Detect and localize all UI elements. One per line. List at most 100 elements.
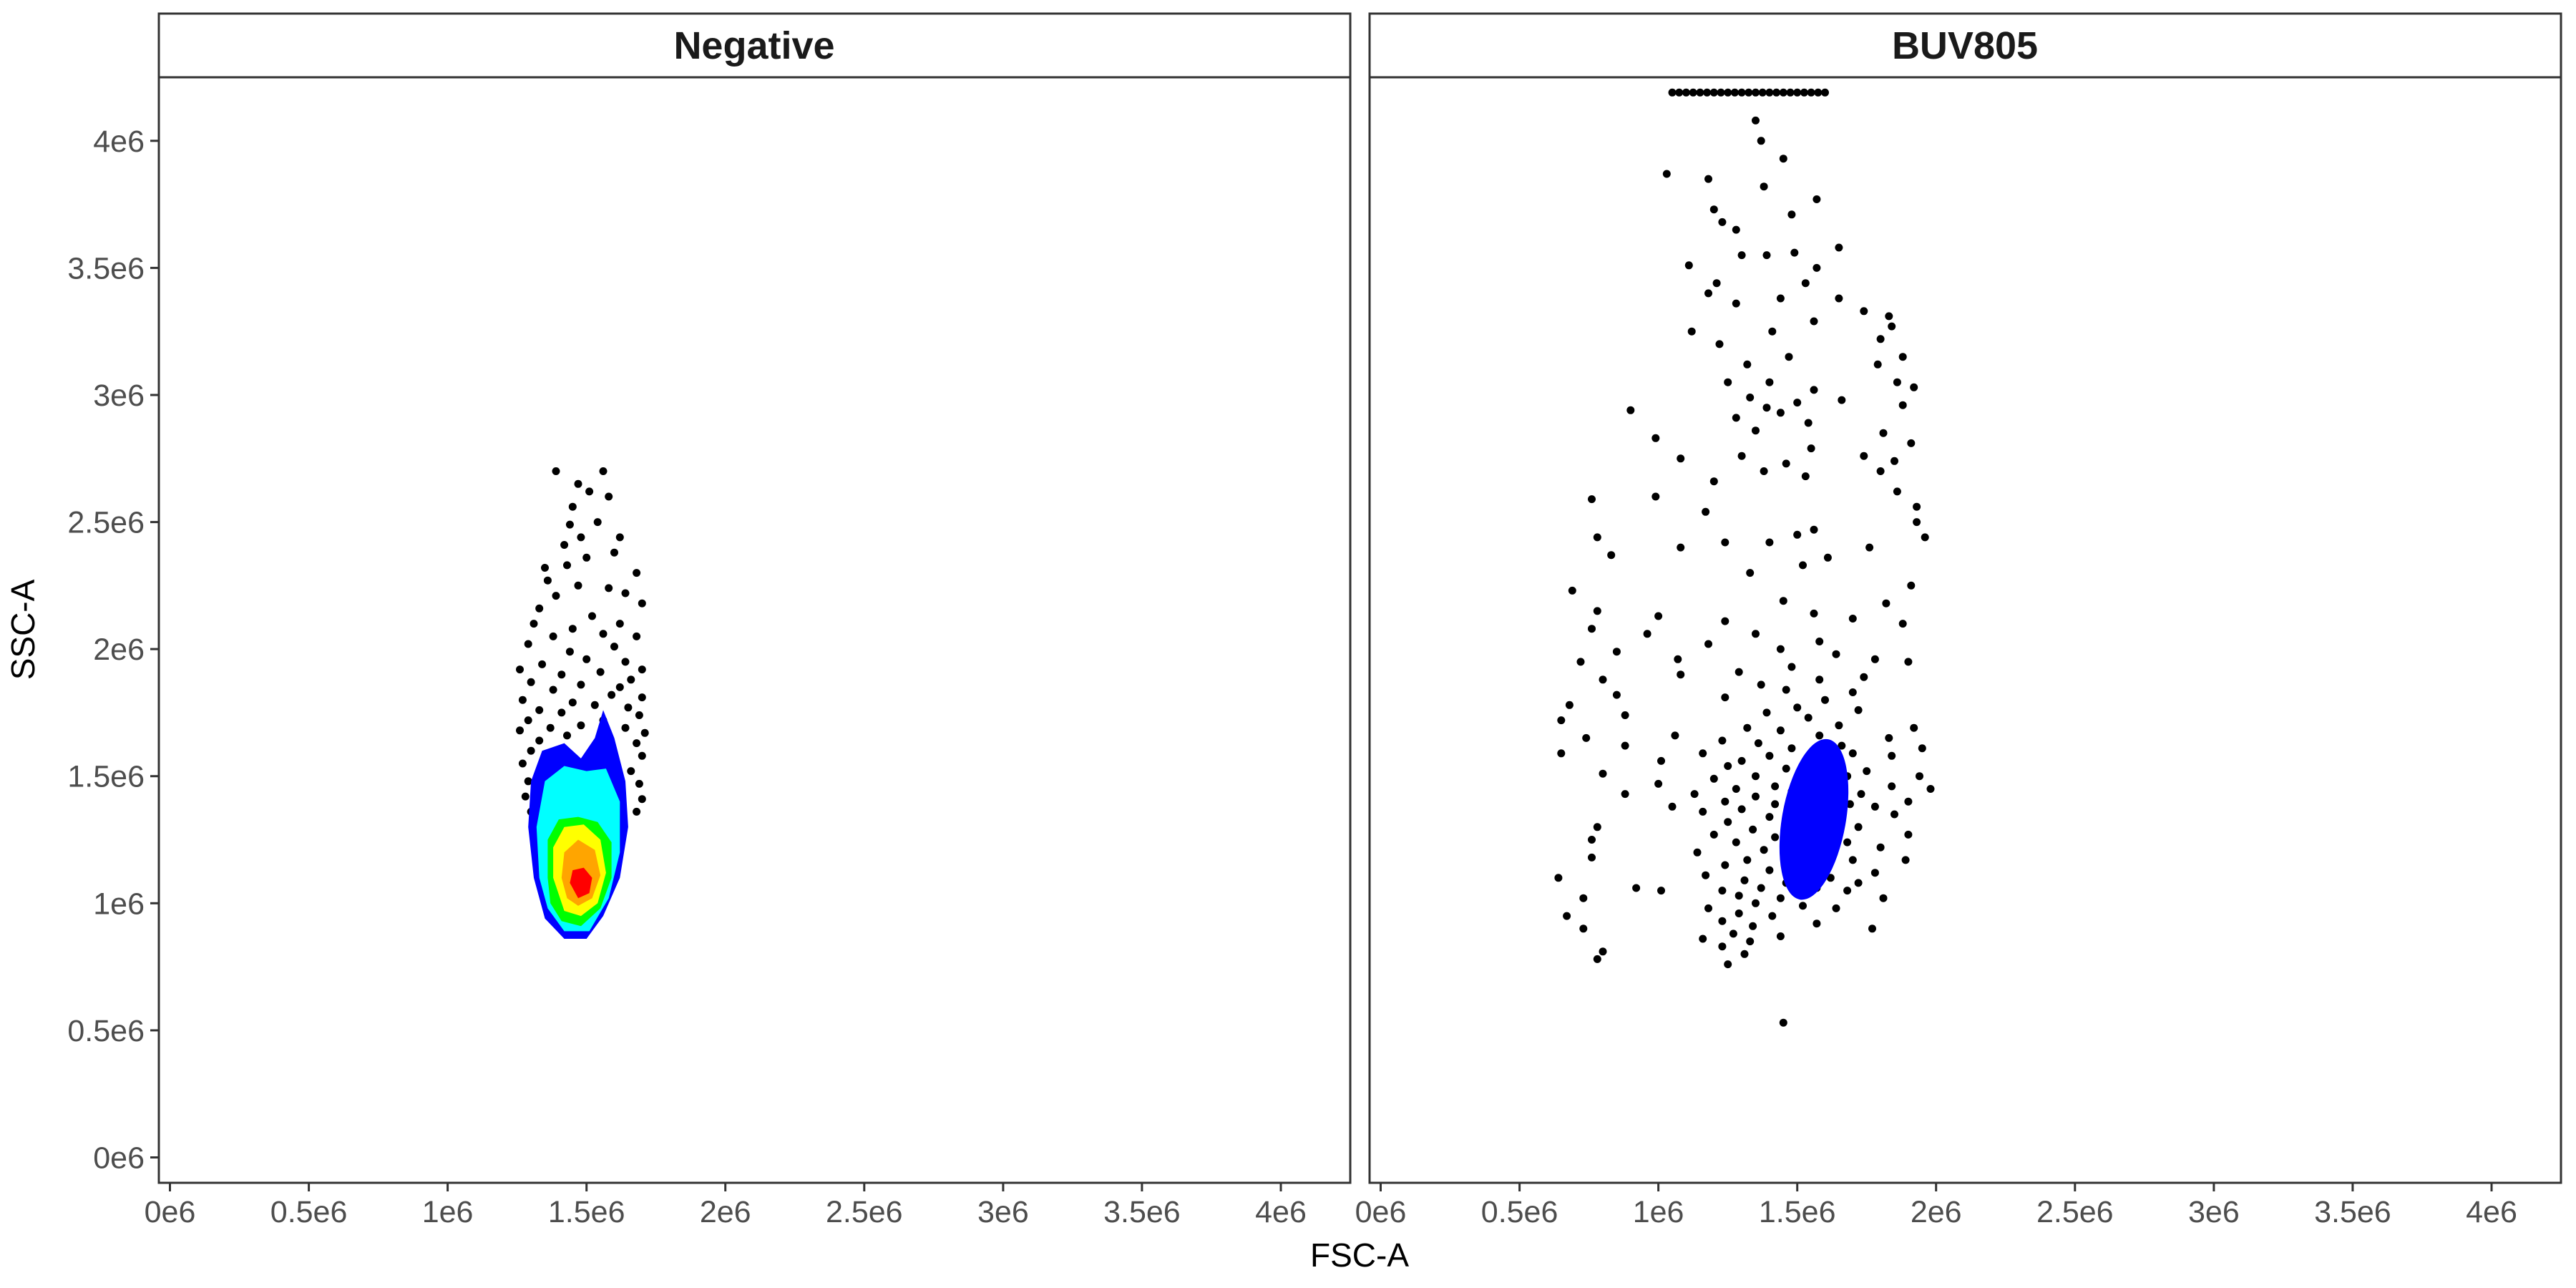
event-point — [538, 660, 547, 668]
x-tick-label: 3.5e6 — [1103, 1195, 1181, 1229]
event-point — [1893, 378, 1901, 386]
x-tick-label: 1.5e6 — [1759, 1195, 1836, 1229]
event-point — [1804, 419, 1813, 427]
x-tick-label: 1e6 — [422, 1195, 474, 1229]
y-tick-label: 2e6 — [93, 633, 145, 667]
event-point — [1765, 751, 1774, 760]
event-point — [543, 576, 552, 585]
event-point — [1799, 561, 1807, 570]
event-point-saturated — [1821, 88, 1829, 97]
event-point — [1621, 790, 1629, 799]
event-point-saturated — [1772, 88, 1781, 97]
event-point — [610, 643, 618, 651]
event-point — [1804, 713, 1813, 722]
event-point — [1737, 452, 1746, 460]
event-point — [1835, 243, 1843, 252]
event-point — [1704, 289, 1712, 298]
x-tick-label: 4e6 — [2466, 1195, 2517, 1229]
event-point — [1776, 409, 1785, 417]
event-point-saturated — [1800, 88, 1808, 97]
event-point — [624, 703, 633, 712]
y-tick-label: 1.5e6 — [67, 760, 145, 794]
event-point — [1910, 723, 1918, 732]
event-point — [1870, 802, 1879, 811]
event-point — [1737, 805, 1746, 814]
event-point — [1807, 444, 1815, 453]
event-point — [1718, 887, 1727, 895]
event-point — [605, 584, 613, 592]
event-point — [1888, 322, 1896, 331]
event-point — [527, 746, 535, 755]
event-point — [1752, 899, 1760, 907]
event-point — [552, 592, 560, 600]
x-tick-label: 0e6 — [1355, 1195, 1407, 1229]
event-point — [615, 620, 624, 628]
event-point — [1876, 467, 1885, 475]
event-point — [1787, 744, 1796, 753]
event-point-saturated — [1682, 88, 1690, 97]
event-point — [1557, 749, 1566, 758]
event-point — [1654, 612, 1663, 620]
event-point — [1815, 638, 1824, 645]
event-point — [1704, 640, 1712, 648]
event-point — [1677, 543, 1685, 552]
event-point — [1721, 617, 1729, 625]
event-point — [549, 632, 557, 640]
event-point — [1813, 919, 1821, 928]
event-point — [1762, 404, 1771, 412]
event-point — [1893, 487, 1901, 496]
event-point-saturated — [1724, 88, 1732, 97]
event-point — [557, 708, 566, 717]
event-point — [518, 696, 527, 704]
event-point — [1801, 472, 1810, 481]
event-point — [1746, 394, 1755, 401]
event-point — [574, 581, 582, 590]
event-point — [1699, 749, 1707, 758]
event-point — [1760, 467, 1768, 475]
event-point — [1554, 874, 1563, 882]
y-tick-label: 3e6 — [93, 379, 145, 413]
event-point — [535, 736, 544, 745]
event-point — [1757, 884, 1765, 892]
event-point — [1860, 673, 1868, 681]
event-point — [1746, 569, 1755, 577]
event-point — [1621, 741, 1629, 750]
x-axis-title: FSC-A — [1310, 1236, 1409, 1274]
facet-title-negative: Negative — [673, 24, 834, 67]
event-point — [638, 751, 646, 760]
event-point — [1779, 1018, 1787, 1027]
event-point — [1612, 691, 1621, 699]
event-point-saturated — [1765, 88, 1774, 97]
event-point — [1785, 353, 1793, 361]
event-point — [1735, 668, 1743, 676]
event-point — [1752, 630, 1760, 638]
event-point — [1765, 538, 1774, 547]
event-point — [1888, 782, 1896, 791]
event-point — [1793, 399, 1802, 407]
event-point — [1607, 551, 1616, 560]
event-point — [1677, 670, 1685, 679]
x-tick-label: 1.5e6 — [548, 1195, 625, 1229]
event-point — [1813, 263, 1821, 272]
event-point — [1752, 772, 1760, 781]
event-point — [1879, 894, 1888, 902]
event-point — [1626, 406, 1635, 414]
event-point — [610, 548, 618, 557]
event-point — [1709, 477, 1718, 486]
event-point — [530, 620, 538, 628]
event-point — [1699, 807, 1707, 816]
event-point — [1926, 785, 1935, 793]
event-point — [1712, 279, 1721, 288]
event-point — [1684, 261, 1693, 270]
event-point — [1593, 955, 1601, 963]
event-point — [1765, 813, 1774, 821]
event-point — [1868, 924, 1876, 933]
event-point — [1776, 645, 1785, 653]
event-point — [1873, 360, 1882, 369]
event-point — [1652, 434, 1660, 442]
event-point — [1782, 459, 1790, 468]
event-point — [1765, 866, 1774, 874]
event-point — [1921, 533, 1929, 542]
event-point — [1579, 894, 1588, 902]
event-point — [1832, 650, 1840, 658]
